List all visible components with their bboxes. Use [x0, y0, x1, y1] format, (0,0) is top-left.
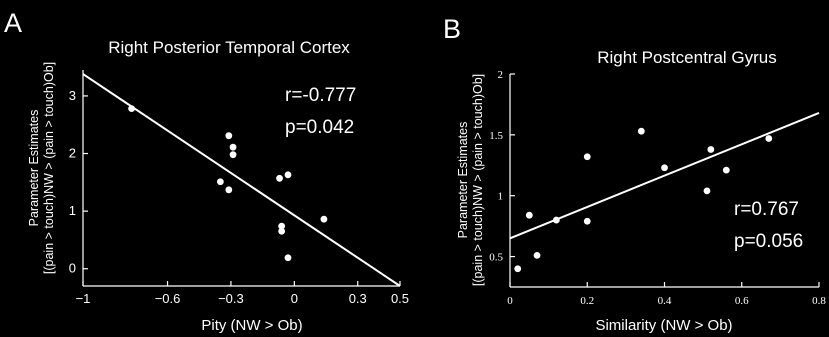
panel-a-data-point	[278, 227, 286, 235]
panel-a-data-point	[284, 171, 292, 179]
panel-b-y-tick-label: 1.5	[489, 130, 503, 142]
panel-a-y-tick-label: 1	[69, 203, 76, 218]
panel-a-data-point	[229, 143, 237, 151]
panel-a-data-point	[284, 254, 292, 262]
panel-b-x-axis-label: Similarity (NW > Ob)	[595, 317, 732, 334]
panel-b-x-tick-label: 0.8	[812, 295, 826, 307]
panel-a-y-tick-label: 2	[69, 146, 76, 161]
panel-a-y-tick-label: 3	[69, 88, 76, 103]
panel-a-y-axis-label: Parameter Estimates [(pain > touch)NW > …	[27, 62, 56, 274]
panel-a-data-point	[320, 215, 328, 223]
panel-a-x-axis-label: Pity (NW > Ob)	[201, 317, 302, 334]
panel-b-y-tick-label: 0.5	[489, 252, 503, 264]
panel-b-y-tick-label: 2	[498, 69, 504, 81]
panel-b-data-point	[707, 146, 715, 153]
panel-a-data-point	[278, 222, 286, 230]
panel-a-x-tick-label: −0.6	[155, 291, 181, 306]
panel-b-r-value: r=0.767	[734, 199, 799, 220]
panel-a-x-tick-label: 0	[291, 291, 298, 306]
panel-b-data-point	[583, 217, 591, 225]
panel-a-x-tick-label: −0.3	[218, 291, 244, 306]
panel-a-y-axis-label-line-2: [(pain > touch)NW > (pain > touch)Ob]	[42, 62, 56, 274]
panel-a-x-tick-label: 0.5	[391, 291, 409, 306]
panel-b-title: Right Postcentral Gyrus	[597, 48, 777, 67]
panel-b-data-point	[722, 166, 730, 174]
panel-a-x-tick-label: 0.3	[349, 291, 367, 306]
panel-b-data-point	[703, 187, 711, 195]
panel-b-data-point	[525, 211, 533, 219]
panel-b-y-tick-label: 1	[498, 191, 504, 203]
panel-a-y-tick-label: 0	[69, 261, 76, 276]
panel-b-data-point	[514, 265, 522, 273]
panel-a-data-point	[128, 105, 136, 112]
panel-a-data-point	[276, 174, 283, 182]
panel-b-x-tick-label: 0	[507, 295, 513, 307]
panel-a-data-point	[225, 186, 233, 194]
panel-b-regression-line	[509, 112, 820, 240]
panel-a-data-point	[225, 132, 233, 140]
panel-b-data-point	[765, 135, 773, 142]
panel-b-letter: B	[443, 14, 461, 44]
panel-b-x-tick-label: 0.4	[658, 295, 672, 307]
panel-a-data-point	[216, 178, 224, 186]
panel-b-y-axis-label-line-1: Parameter Estimates	[456, 122, 470, 239]
panel-a-data-point	[229, 151, 237, 159]
panel-a: A Right Posterior Temporal Cortex r=-0.7…	[4, 8, 409, 334]
panel-b-data-point	[583, 153, 591, 161]
panel-b-x-tick-label: 0.6	[735, 295, 749, 307]
panel-b-data-point	[533, 251, 541, 259]
panel-a-title: Right Posterior Temporal Cortex	[108, 38, 350, 57]
panel-b-y-axis-label: Parameter Estimates [(pain > touch)NW > …	[456, 74, 485, 286]
panel-b-data-point	[552, 216, 560, 224]
panel-a-regression-line	[82, 73, 401, 287]
panel-b-x-tick-label: 0.2	[580, 295, 594, 307]
panel-b-data-point	[661, 164, 668, 172]
panel-a-y-axis-label-line-1: Parameter Estimates	[27, 110, 41, 227]
panel-b-p-value: p=0.056	[734, 231, 803, 252]
panel-a-r-value: r=-0.777	[285, 85, 356, 106]
panel-b-y-axis-label-line-2: [(pain > touch)NW > (pain > touch)Ob]	[471, 74, 485, 286]
panel-b: B Right Postcentral Gyrus r=0.767 p=0.05…	[443, 14, 826, 334]
panel-a-p-value: p=0.042	[285, 117, 354, 138]
panel-a-letter: A	[4, 8, 22, 38]
panel-a-x-tick-label: −1	[76, 291, 91, 306]
panel-b-data-point	[637, 127, 645, 135]
